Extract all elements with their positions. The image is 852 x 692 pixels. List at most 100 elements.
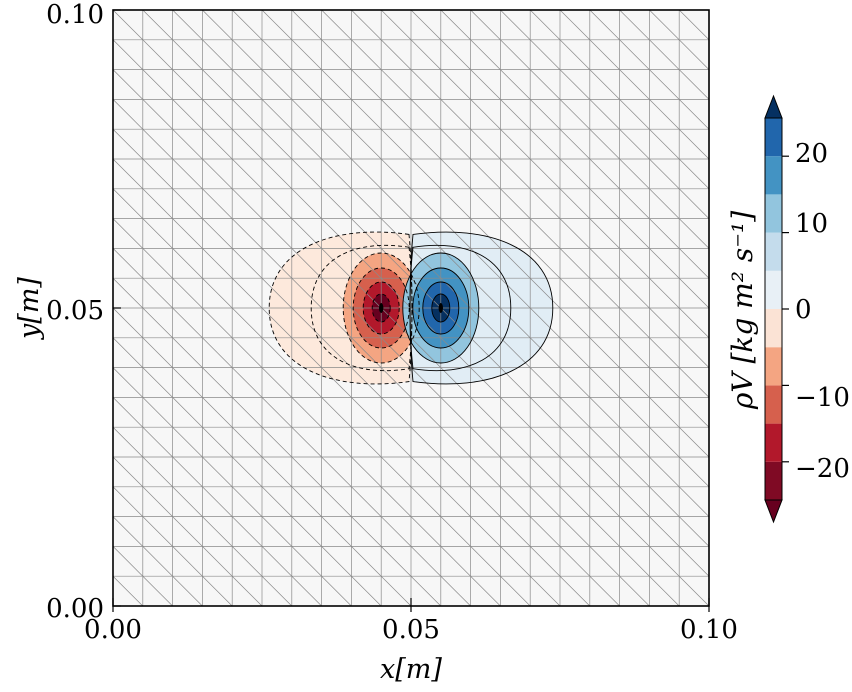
mesh-diagonal bbox=[231, 337, 263, 368]
mesh-diagonal bbox=[440, 158, 471, 190]
mesh-diagonal bbox=[291, 39, 322, 70]
mesh-diagonal bbox=[261, 277, 293, 309]
y-tick-label: 0.10 bbox=[46, 0, 104, 30]
mesh-diagonal bbox=[410, 39, 442, 70]
mesh-diagonal bbox=[231, 546, 263, 577]
mesh-diagonal bbox=[202, 546, 233, 577]
mesh-diagonal bbox=[500, 39, 531, 70]
mesh-diagonal bbox=[231, 277, 263, 309]
mesh-diagonal bbox=[500, 456, 531, 488]
mesh-diagonal bbox=[678, 575, 709, 606]
mesh-diagonal bbox=[500, 10, 531, 41]
mesh-diagonal bbox=[202, 397, 233, 428]
center-marker-pos bbox=[438, 303, 443, 313]
mesh-diagonal bbox=[113, 486, 144, 517]
mesh-diagonal bbox=[649, 367, 680, 398]
mesh-diagonal bbox=[113, 337, 144, 368]
mesh-diagonal bbox=[470, 546, 501, 577]
mesh-diagonal bbox=[649, 575, 680, 606]
mesh-diagonal bbox=[231, 69, 263, 100]
mesh-diagonal bbox=[202, 337, 233, 368]
mesh-diagonal bbox=[291, 277, 322, 309]
mesh-diagonal bbox=[649, 426, 680, 458]
mesh-diagonal bbox=[678, 218, 709, 249]
mesh-diagonal bbox=[589, 10, 620, 41]
mesh-diagonal bbox=[172, 188, 203, 219]
mesh-diagonal bbox=[321, 248, 352, 279]
mesh-diagonal bbox=[619, 337, 650, 368]
mesh-diagonal bbox=[172, 456, 203, 488]
mesh-diagonal bbox=[261, 69, 293, 100]
mesh-diagonal bbox=[351, 456, 382, 488]
mesh-diagonal bbox=[589, 277, 620, 309]
mesh-diagonal bbox=[142, 248, 173, 279]
mesh-diagonal bbox=[380, 337, 412, 368]
x-tick-label: 0.10 bbox=[680, 615, 738, 645]
mesh-diagonal bbox=[380, 158, 412, 190]
mesh-diagonal bbox=[440, 516, 471, 547]
mesh-diagonal bbox=[678, 426, 709, 458]
mesh-diagonal bbox=[351, 307, 382, 339]
mesh-diagonal bbox=[559, 516, 591, 547]
mesh-diagonal bbox=[470, 218, 501, 249]
mesh-diagonal bbox=[529, 367, 561, 398]
mesh-diagonal bbox=[113, 158, 144, 190]
mesh-diagonal bbox=[142, 39, 173, 70]
mesh-diagonal bbox=[589, 39, 620, 70]
mesh-diagonal bbox=[202, 516, 233, 547]
mesh-diagonal bbox=[500, 426, 531, 458]
mesh-diagonal bbox=[351, 10, 382, 41]
mesh-diagonal bbox=[142, 575, 173, 606]
mesh-diagonal bbox=[500, 367, 531, 398]
mesh-diagonal bbox=[589, 456, 620, 488]
mesh-diagonal bbox=[113, 69, 144, 100]
y-tick-label: 0.00 bbox=[46, 594, 104, 624]
mesh-diagonal bbox=[142, 277, 173, 309]
mesh-diagonal bbox=[142, 456, 173, 488]
mesh-diagonal bbox=[589, 486, 620, 517]
mesh-diagonal bbox=[261, 456, 293, 488]
mesh-diagonal bbox=[470, 188, 501, 219]
mesh-diagonal bbox=[231, 218, 263, 249]
mesh-diagonal bbox=[529, 128, 561, 160]
mesh-diagonal bbox=[321, 546, 352, 577]
mesh-diagonal bbox=[172, 337, 203, 368]
mesh-diagonal bbox=[619, 188, 650, 219]
mesh-diagonal bbox=[559, 10, 591, 41]
mesh-diagonal bbox=[559, 426, 591, 458]
mesh-diagonal bbox=[291, 546, 322, 577]
mesh-diagonal bbox=[231, 158, 263, 190]
mesh-diagonal bbox=[231, 575, 263, 606]
mesh-diagonal bbox=[261, 486, 293, 517]
mesh-diagonal bbox=[113, 10, 144, 41]
mesh-diagonal bbox=[410, 10, 442, 41]
mesh-diagonal bbox=[261, 218, 293, 249]
mesh-diagonal bbox=[261, 337, 293, 368]
mesh-diagonal bbox=[321, 456, 352, 488]
mesh-diagonal bbox=[172, 277, 203, 309]
mesh-diagonal bbox=[529, 39, 561, 70]
mesh-diagonal bbox=[619, 367, 650, 398]
mesh-diagonal bbox=[261, 546, 293, 577]
mesh-diagonal bbox=[529, 337, 561, 368]
mesh-diagonal bbox=[678, 486, 709, 517]
mesh-diagonal bbox=[678, 248, 709, 279]
mesh-diagonal bbox=[500, 158, 531, 190]
mesh-diagonal bbox=[202, 248, 233, 279]
mesh-diagonal bbox=[231, 10, 263, 41]
colorbar-band bbox=[765, 385, 782, 424]
mesh-diagonal bbox=[470, 128, 501, 160]
mesh-diagonal bbox=[231, 367, 263, 398]
mesh-diagonal bbox=[351, 397, 382, 428]
mesh-diagonal bbox=[380, 426, 412, 458]
mesh-diagonal bbox=[172, 158, 203, 190]
colorbar-band bbox=[765, 156, 782, 195]
mesh-diagonal bbox=[202, 307, 233, 339]
mesh-diagonal bbox=[470, 426, 501, 458]
mesh-diagonal bbox=[678, 277, 709, 309]
mesh-diagonal bbox=[142, 397, 173, 428]
mesh-diagonal bbox=[559, 546, 591, 577]
mesh-diagonal bbox=[351, 158, 382, 190]
mesh-diagonal bbox=[321, 575, 352, 606]
